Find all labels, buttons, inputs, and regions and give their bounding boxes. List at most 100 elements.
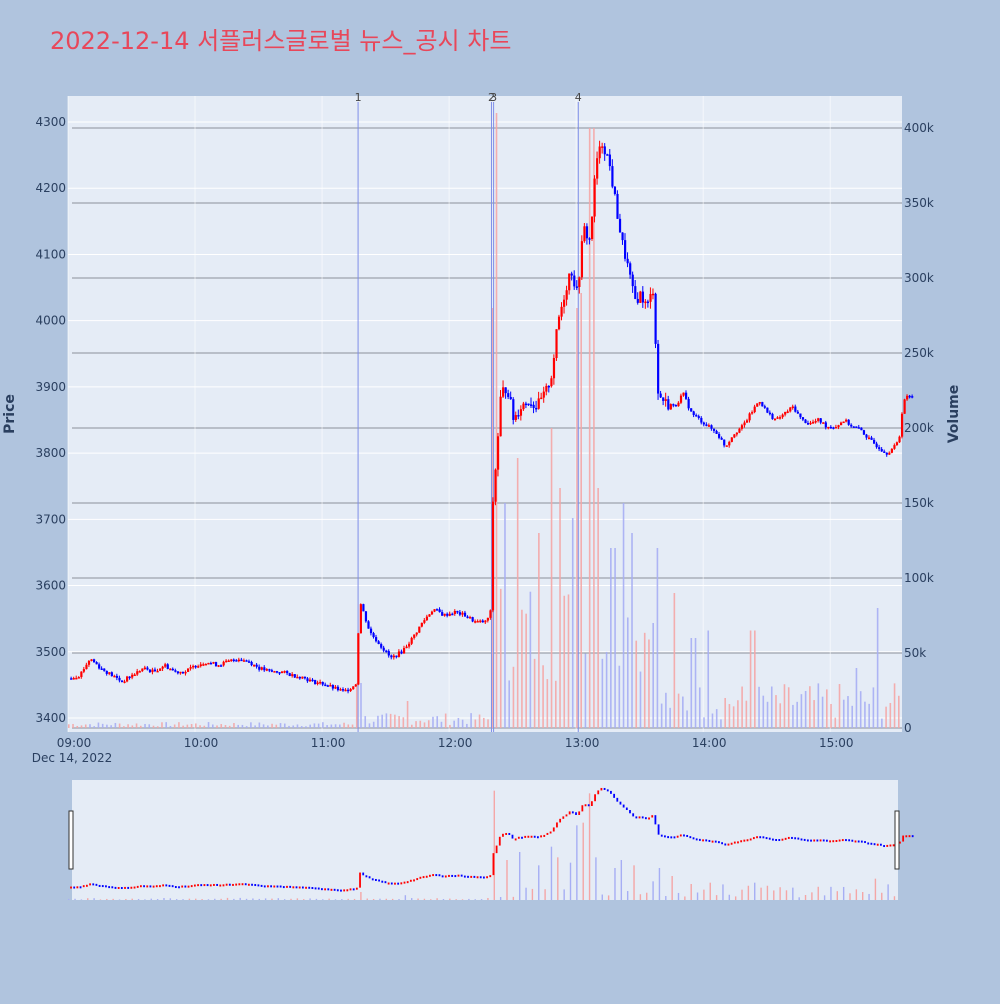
slider-candle	[829, 840, 831, 843]
slider-candle	[165, 884, 168, 887]
candle-up	[758, 402, 761, 404]
slider-volume-bar	[322, 899, 324, 900]
slider-candle	[483, 876, 485, 879]
volume-bar	[821, 696, 824, 728]
range-slider-right-handle[interactable]	[894, 810, 900, 870]
candle-down	[829, 426, 833, 429]
slider-candle	[508, 832, 511, 835]
candle-up	[514, 415, 517, 420]
slider-candle	[267, 885, 269, 888]
slider-candle	[432, 874, 434, 877]
slider-candle	[425, 875, 428, 878]
candle-up	[669, 404, 672, 410]
volume-bar	[483, 717, 485, 728]
candle-up	[542, 391, 545, 398]
candle-up	[479, 620, 482, 623]
slider-volume-bar	[544, 889, 546, 900]
candle-up	[141, 668, 144, 672]
slider-candle	[270, 885, 273, 888]
slider-candle	[70, 886, 72, 889]
slider-candle	[222, 884, 225, 887]
slider-candle	[305, 886, 307, 889]
slider-candle	[276, 885, 279, 888]
slider-volume-bar	[379, 898, 381, 900]
slider-candle	[419, 876, 422, 879]
candle-up	[540, 397, 543, 400]
volume-bar	[440, 721, 443, 728]
slider-candle	[587, 804, 590, 807]
slider-candle	[467, 875, 469, 878]
slider-candle	[743, 839, 746, 842]
slider-candle	[768, 837, 771, 840]
volume-bar	[203, 725, 206, 728]
candle-up	[225, 660, 228, 663]
volume-bar	[89, 724, 91, 728]
volume-bar	[250, 722, 252, 728]
candle-up	[402, 647, 406, 654]
candle-down	[375, 637, 378, 642]
volume-bar	[516, 458, 519, 728]
slider-volume-bar	[411, 898, 413, 900]
candle-up	[593, 178, 596, 217]
slider-volume-bar	[252, 898, 254, 900]
slider-candle	[238, 883, 241, 886]
volume-bar	[93, 726, 96, 728]
volume-bar	[313, 723, 316, 728]
slider-candle	[448, 874, 450, 877]
candle-down	[715, 430, 718, 434]
slider-candle	[670, 836, 673, 839]
slider-candle	[733, 841, 736, 844]
volume-bar	[610, 548, 612, 728]
slider-volume-bar	[792, 887, 794, 900]
slider-volume-bar	[709, 882, 711, 900]
range-slider[interactable]	[72, 780, 898, 900]
slider-volume-bar	[404, 895, 407, 900]
slider-candle	[759, 836, 762, 839]
volume-bar	[76, 725, 79, 728]
candle-up	[207, 662, 210, 665]
volume-bar	[343, 722, 345, 728]
slider-candle	[714, 840, 717, 843]
volume-bar	[597, 488, 599, 728]
slider-volume-bar	[607, 895, 610, 900]
volume-bar	[436, 716, 439, 728]
y-tick-label: 4300	[35, 115, 66, 129]
volume-bar	[830, 703, 832, 728]
slider-candle	[575, 812, 577, 815]
slider-candle	[336, 889, 339, 892]
volume-bar	[406, 701, 409, 728]
slider-candle	[521, 836, 523, 839]
candle-down	[120, 680, 124, 682]
y2-tick-label: 100k	[904, 571, 934, 585]
volume-bar	[84, 724, 87, 728]
slider-candle	[429, 874, 431, 877]
volume-bar	[283, 723, 286, 728]
candle-down	[512, 399, 515, 420]
candle-down	[380, 644, 383, 648]
volume-bar	[334, 724, 337, 728]
slider-volume-bar	[557, 857, 559, 900]
candle-down	[128, 676, 131, 679]
range-slider-left-handle[interactable]	[68, 810, 74, 870]
candle-up	[199, 664, 202, 667]
slider-candle	[486, 876, 488, 879]
slider-candle	[911, 835, 914, 838]
volume-bar	[618, 665, 621, 728]
slider-volume-bar	[620, 860, 623, 900]
candle-up	[537, 398, 540, 409]
slider-candle	[184, 885, 187, 888]
slider-candle	[860, 840, 863, 843]
slider-volume-bar	[499, 897, 502, 900]
slider-candle	[514, 838, 517, 841]
candle-down	[176, 671, 180, 674]
volume-bar	[135, 723, 138, 728]
slider-volume-bar	[80, 899, 83, 900]
volume-bar	[720, 719, 722, 728]
volume-bar	[466, 723, 468, 728]
slider-candle	[594, 794, 596, 802]
volume-bar	[423, 722, 426, 728]
y-tick-label: 4100	[35, 247, 66, 261]
slider-candle	[851, 839, 854, 842]
candle-down	[618, 218, 622, 233]
candle-up	[827, 426, 830, 429]
